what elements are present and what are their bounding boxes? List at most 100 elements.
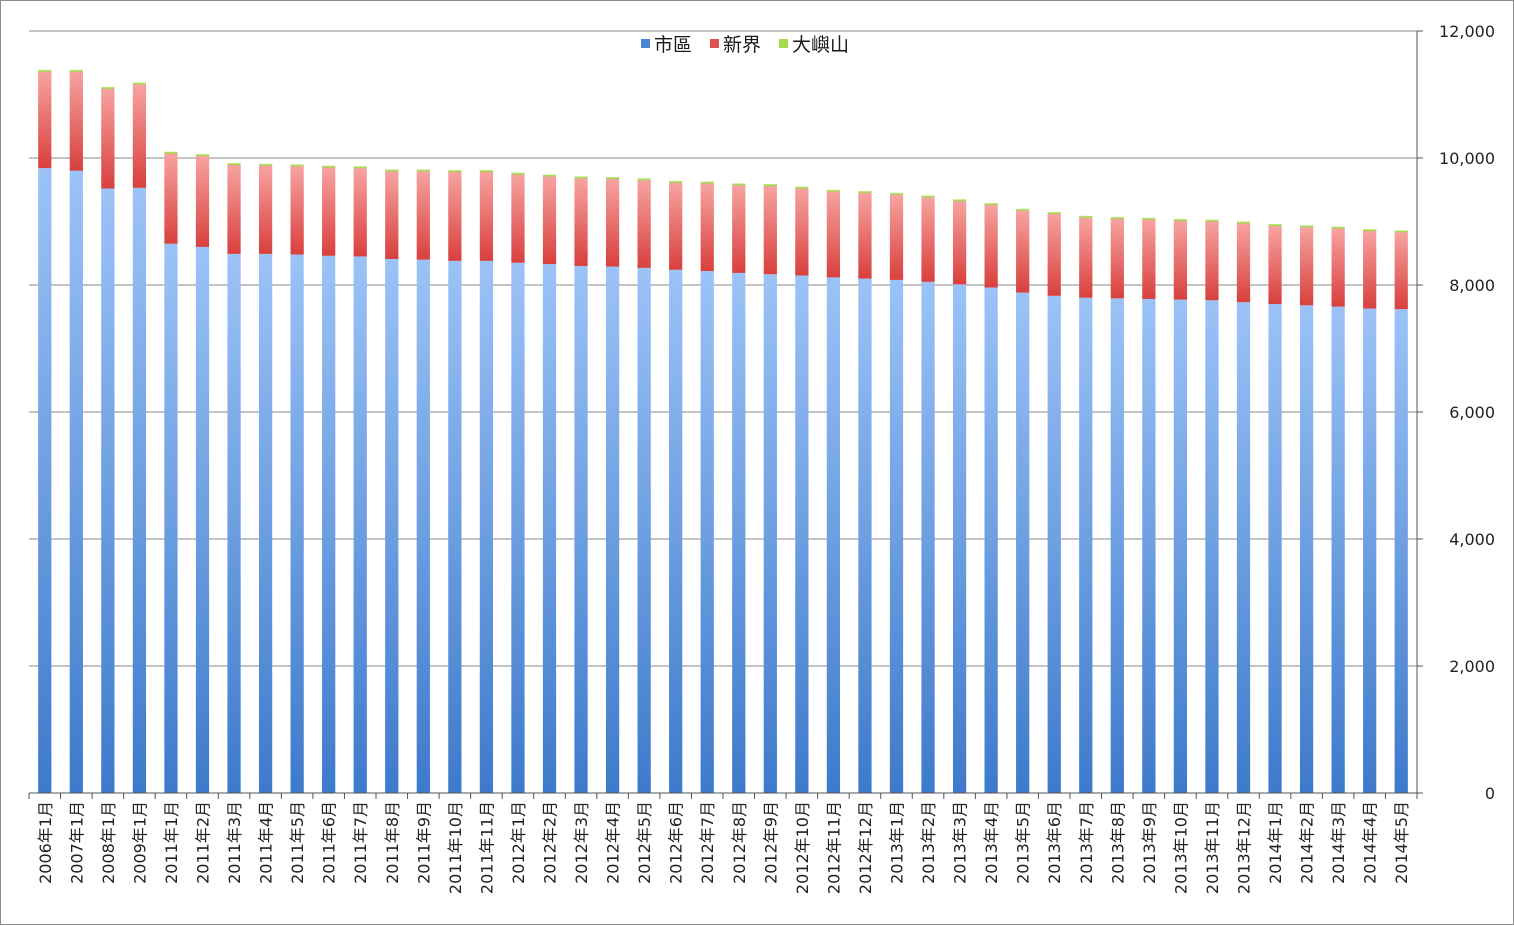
legend-label: 新界 bbox=[723, 34, 762, 56]
x-tick-label: 2013年4月 bbox=[982, 801, 1001, 884]
bar-series-3 bbox=[889, 192, 904, 195]
bar-series-2 bbox=[1205, 221, 1219, 301]
bar-series-2 bbox=[574, 178, 588, 266]
bar-series-3 bbox=[448, 170, 462, 172]
bar-series-2 bbox=[984, 204, 998, 288]
bar-series-1 bbox=[353, 256, 367, 793]
bar-series-2 bbox=[69, 71, 83, 171]
bar-series-1 bbox=[574, 265, 588, 793]
bar-series-3 bbox=[858, 191, 872, 193]
bar-series-2 bbox=[1173, 220, 1188, 300]
bar-series-2 bbox=[353, 168, 367, 257]
bar-series-1 bbox=[164, 243, 178, 794]
bar-series-2 bbox=[511, 174, 525, 263]
x-tick-label: 2014年2月 bbox=[1298, 801, 1317, 884]
x-tick-label: 2012年4月 bbox=[604, 801, 623, 884]
bar-series-1 bbox=[385, 258, 399, 794]
bar-series-2 bbox=[448, 171, 462, 261]
x-tick-label: 2013年5月 bbox=[1014, 801, 1033, 884]
bar-series-3 bbox=[637, 178, 651, 181]
bar-series-3 bbox=[984, 203, 998, 205]
bar-series-3 bbox=[1016, 208, 1030, 211]
legend: 市區 新界 大嶼山 bbox=[641, 30, 849, 57]
bar-series-1 bbox=[1236, 302, 1251, 793]
y-tick-label: 4,000 bbox=[1449, 530, 1495, 549]
x-tick-label: 2012年6月 bbox=[667, 801, 686, 884]
bar-series-1 bbox=[38, 168, 52, 793]
bar-series-1 bbox=[1110, 298, 1124, 793]
bar-series-3 bbox=[69, 69, 83, 72]
bar-series-3 bbox=[353, 166, 367, 169]
bar-series-2 bbox=[258, 165, 273, 254]
bar-series-1 bbox=[732, 272, 746, 793]
bar-series-2 bbox=[1268, 225, 1282, 305]
bar-series-3 bbox=[1173, 218, 1188, 221]
bar-series-1 bbox=[290, 254, 304, 793]
bar-series-3 bbox=[763, 184, 777, 186]
bar-series-1 bbox=[1205, 300, 1219, 793]
bar-series-2 bbox=[952, 201, 967, 285]
x-tick-label: 2012年2月 bbox=[541, 801, 560, 884]
x-tick-label: 2011年4月 bbox=[257, 801, 276, 884]
bar-series-2 bbox=[1079, 217, 1093, 298]
bar-series-1 bbox=[69, 170, 83, 793]
bar-series-2 bbox=[1016, 210, 1030, 293]
bar-series-1 bbox=[1079, 297, 1093, 793]
bar-series-2 bbox=[795, 188, 809, 276]
x-tick-label: 2013年11月 bbox=[1203, 801, 1222, 894]
bar-series-3 bbox=[1363, 229, 1377, 232]
bar-series-1 bbox=[1394, 309, 1408, 793]
x-tick-label: 2008年1月 bbox=[99, 801, 118, 884]
x-tick-label: 2006年1月 bbox=[36, 801, 55, 884]
x-tick-label: 2013年12月 bbox=[1235, 801, 1254, 894]
x-tick-label: 2011年10月 bbox=[446, 801, 465, 894]
bar-series-2 bbox=[542, 176, 557, 265]
bar-series-1 bbox=[258, 253, 273, 793]
bar-series-1 bbox=[763, 274, 777, 794]
bar-series-3 bbox=[258, 163, 273, 166]
bar-series-3 bbox=[416, 169, 430, 172]
bar-series-3 bbox=[1079, 215, 1093, 218]
legend-item-series-3: 大嶼山 bbox=[779, 30, 849, 57]
bar-series-1 bbox=[1016, 292, 1030, 793]
bar-series-1 bbox=[1331, 306, 1345, 793]
bar-series-1 bbox=[952, 284, 967, 793]
bar-series-2 bbox=[1047, 213, 1061, 296]
bar-series-3 bbox=[1205, 219, 1219, 222]
bar-series-3 bbox=[542, 174, 557, 177]
x-tick-label: 2011年5月 bbox=[288, 801, 307, 884]
x-tick-label: 2013年8月 bbox=[1108, 801, 1127, 884]
legend-swatch bbox=[641, 39, 650, 48]
bar-series-3 bbox=[1299, 225, 1314, 228]
y-tick-label: 10,000 bbox=[1439, 149, 1495, 168]
bar-series-2 bbox=[763, 185, 777, 275]
bar-series-1 bbox=[921, 281, 935, 793]
bar-series-3 bbox=[479, 170, 494, 172]
x-tick-label: 2013年10月 bbox=[1171, 801, 1190, 894]
x-tick-label: 2012年12月 bbox=[856, 801, 875, 894]
x-tick-label: 2013年6月 bbox=[1045, 801, 1064, 884]
bar-series-3 bbox=[385, 169, 399, 172]
bar-series-1 bbox=[479, 260, 494, 793]
x-tick-label: 2014年3月 bbox=[1329, 801, 1348, 884]
legend-swatch bbox=[779, 39, 789, 48]
bar-series-1 bbox=[605, 266, 620, 794]
x-tick-label: 2014年1月 bbox=[1266, 801, 1285, 884]
legend-label: 大嶼山 bbox=[792, 34, 850, 56]
x-tick-label: 2012年5月 bbox=[635, 801, 654, 884]
bar-series-1 bbox=[1142, 298, 1156, 793]
bar-series-2 bbox=[1299, 227, 1314, 306]
bar-series-3 bbox=[1236, 221, 1251, 224]
bar-series-3 bbox=[1142, 217, 1156, 220]
bar-series-3 bbox=[290, 164, 304, 167]
y-tick-label: 6,000 bbox=[1449, 403, 1495, 422]
bar-series-3 bbox=[605, 177, 620, 179]
y-tick-label: 8,000 bbox=[1449, 276, 1495, 295]
x-tick-label: 2012年11月 bbox=[824, 801, 843, 894]
bar-series-1 bbox=[795, 275, 809, 794]
bar-series-1 bbox=[132, 187, 147, 794]
bar-series-2 bbox=[732, 185, 746, 273]
x-tick-label: 2011年2月 bbox=[194, 801, 213, 884]
